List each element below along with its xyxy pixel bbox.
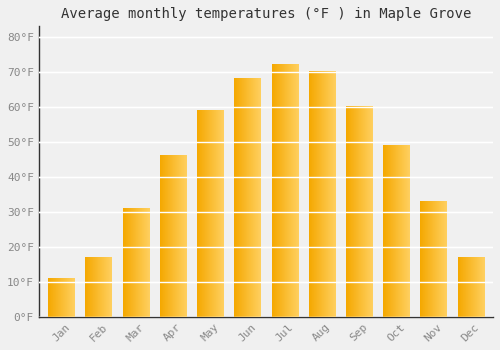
Title: Average monthly temperatures (°F ) in Maple Grove: Average monthly temperatures (°F ) in Ma… [60, 7, 471, 21]
